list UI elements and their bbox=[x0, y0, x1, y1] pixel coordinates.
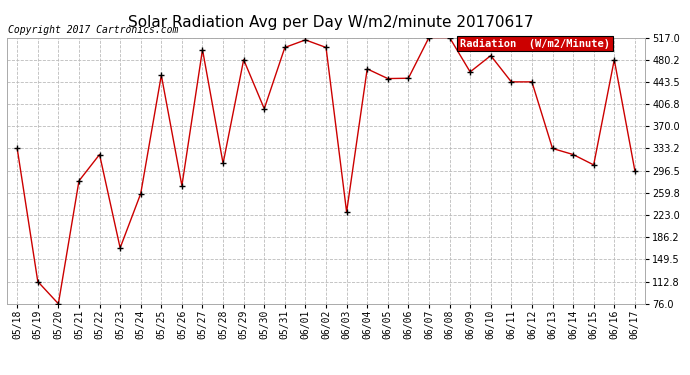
Text: Solar Radiation Avg per Day W/m2/minute 20170617: Solar Radiation Avg per Day W/m2/minute … bbox=[128, 15, 534, 30]
Text: Radiation  (W/m2/Minute): Radiation (W/m2/Minute) bbox=[460, 39, 610, 49]
Text: Copyright 2017 Cartronics.com: Copyright 2017 Cartronics.com bbox=[8, 25, 179, 35]
